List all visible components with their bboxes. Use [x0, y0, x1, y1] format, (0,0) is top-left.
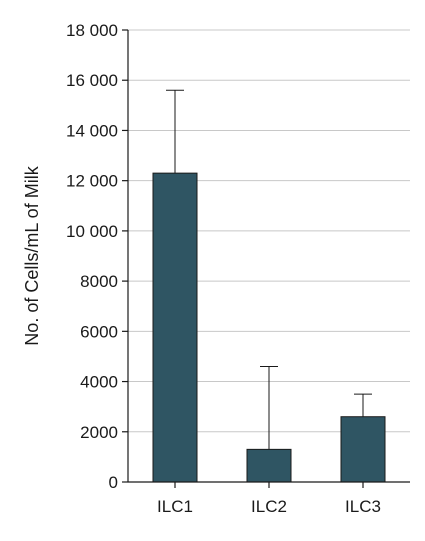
y-tick-label: 12 000: [66, 172, 118, 191]
y-axis-title: No. of Cells/mL of Milk: [22, 165, 42, 345]
bar-ilc3: [340, 416, 386, 483]
error-bars: [166, 89, 372, 450]
x-tick-labels: ILC1 ILC2 ILC3: [157, 497, 381, 516]
y-tick-label: 0: [109, 473, 118, 492]
y-tick-label: 4000: [80, 373, 118, 392]
y-tick-label: 2000: [80, 423, 118, 442]
y-tick-label: 10 000: [66, 222, 118, 241]
bar-ilc2: [246, 448, 292, 483]
y-tick-label: 14 000: [66, 121, 118, 140]
x-tick-label-ilc1: ILC1: [157, 497, 193, 516]
y-tick-label: 16 000: [66, 71, 118, 90]
bars: [152, 172, 386, 483]
y-tick-label: 8000: [80, 272, 118, 291]
axes: [122, 29, 410, 488]
x-tick-label-ilc2: ILC2: [251, 497, 287, 516]
x-tick-label-ilc3: ILC3: [345, 497, 381, 516]
y-tick-label: 6000: [80, 322, 118, 341]
bar-ilc1: [152, 172, 198, 483]
y-tick-labels: 0 2000 4000 6000 8000 10 000 12 000 14 000 16 00…: [66, 21, 118, 492]
y-tick-label: 18 000: [66, 21, 118, 40]
